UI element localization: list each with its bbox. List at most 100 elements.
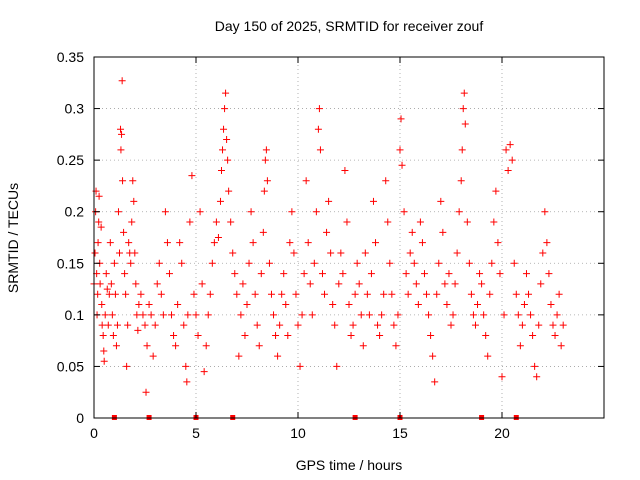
data-point [184,311,192,319]
y-tick-label: 0.3 [65,101,85,117]
y-tick-label: 0 [76,410,84,426]
data-point [107,280,115,288]
data-point [113,321,121,329]
data-point [392,342,400,350]
data-point [103,285,111,293]
data-point [363,290,371,298]
data-point [551,331,559,339]
data-point [176,239,184,247]
data-point [94,290,102,298]
data-point [95,218,103,226]
data-point [327,249,335,257]
data-point [116,249,123,257]
data-point [130,197,138,205]
data-point [463,218,471,226]
axis-ticks [93,56,604,419]
data-point [270,311,278,319]
data-point [537,280,545,288]
data-point [149,352,157,360]
data-point [227,218,235,226]
data-point [182,362,190,370]
data-point [168,311,176,319]
data-point [541,208,549,216]
data-point [314,125,322,133]
data-point [298,311,306,319]
y-tick-label: 0.35 [57,49,84,65]
y-tick-label: 0.25 [57,152,84,168]
data-point [394,311,402,319]
data-point [333,362,341,370]
data-point [310,259,318,267]
y-tick-label: 0.2 [65,204,85,220]
data-point [247,208,255,216]
data-point [300,270,308,278]
data-point [486,290,494,298]
data-point [180,321,188,329]
data-point [308,311,316,319]
data-point [216,197,224,205]
data-point [382,177,390,185]
data-point [433,290,441,298]
data-point [441,280,449,288]
data-point [398,161,406,169]
data-point [96,280,104,288]
data-point [109,331,117,339]
data-point [284,331,292,339]
data-point [512,290,520,298]
x-tick-label: 5 [192,425,200,441]
data-point [121,270,129,278]
data-point [174,301,182,309]
data-point [97,223,105,231]
data-point [414,301,422,309]
data-point [155,259,163,267]
data-point [439,228,447,236]
data-point [335,280,343,288]
data-point [316,146,324,154]
data-point [172,342,180,350]
data-point [99,331,107,339]
data-point [178,259,186,267]
data-point [147,311,155,319]
data-point [329,301,337,309]
data-point [253,321,261,329]
data-point [478,280,486,288]
data-point [98,301,106,309]
data-point [496,270,504,278]
data-point [504,166,512,174]
data-point [165,270,173,278]
data-point [134,326,142,334]
data-point [449,311,457,319]
data-point [508,156,516,164]
data-point [127,259,135,267]
y-tick-label: 0.15 [57,255,84,271]
data-point [339,270,347,278]
data-point [397,115,405,123]
data-point [347,331,355,339]
data-point [420,270,428,278]
data-point [443,301,451,309]
data-point [198,280,206,288]
data-point [241,331,249,339]
data-point [278,290,286,298]
data-point [143,342,151,350]
data-point [218,166,225,174]
data-point [349,321,357,329]
data-point [429,352,437,360]
data-point [192,311,200,319]
data-point [223,136,231,144]
data-point [170,331,178,339]
data-point [355,280,363,288]
data-point [292,290,300,298]
data-point [412,280,420,288]
data-point [239,280,247,288]
data-point [237,311,245,319]
data-point [231,270,239,278]
data-point [425,311,433,319]
data-point [345,301,353,309]
data-point [128,218,136,226]
y-tick-label: 0.1 [65,307,85,323]
data-point [122,290,130,298]
data-point [467,290,475,298]
data-point [510,259,518,267]
data-point [471,321,479,329]
